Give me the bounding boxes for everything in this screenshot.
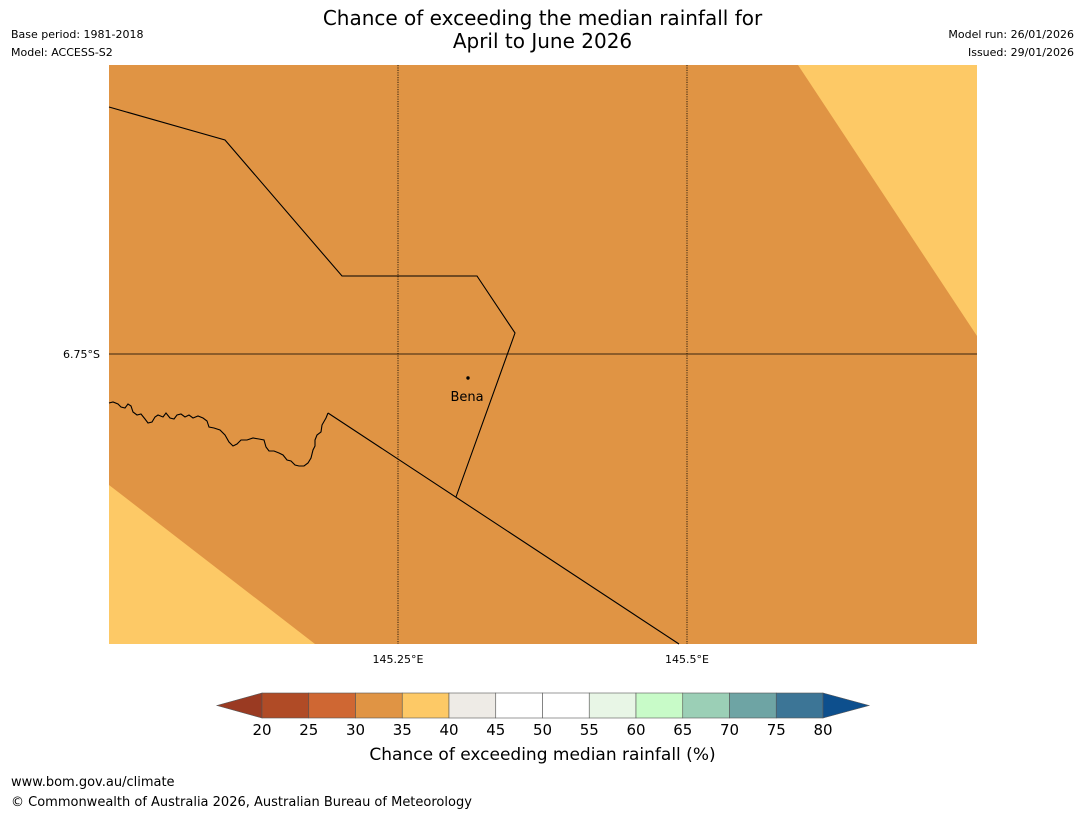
- model-text: Model: ACCESS-S2: [11, 46, 113, 59]
- colorbar-tick-40: 40: [439, 721, 458, 739]
- colorbar-tick-50: 50: [533, 721, 552, 739]
- coastline: [108, 401, 329, 467]
- colorbar-tick-75: 75: [767, 721, 786, 739]
- colorbar-tick-70: 70: [720, 721, 739, 739]
- province-border-south: [327, 412, 680, 645]
- colorbar-segment-70-75: [729, 692, 777, 719]
- colorbar-tick-25: 25: [299, 721, 318, 739]
- map-background: [109, 65, 977, 644]
- lon-label-145-25e: 145.25°E: [373, 653, 424, 666]
- meta-right: Model run: 26/01/2026 Issued: 29/01/2026: [948, 26, 1074, 62]
- place-marker: [466, 376, 470, 380]
- colorbar-segment-75-80: [775, 692, 824, 719]
- colorbar-segment-60-65: [635, 692, 684, 719]
- lat-label-6-75s: 6.75°S: [63, 348, 100, 361]
- colorbar-tick-60: 60: [626, 721, 645, 739]
- meta-left: Base period: 1981-2018 Model: ACCESS-S2: [11, 26, 143, 62]
- colorbar-segment-45-50: [495, 692, 543, 719]
- colorbar-segment-55-60: [588, 692, 637, 719]
- colorbar-segment-25-30: [308, 692, 356, 719]
- colorbar-segment-35-40: [401, 692, 450, 719]
- chart-title: Chance of exceeding the median rainfall …: [0, 7, 1085, 53]
- colorbar-title: Chance of exceeding median rainfall (%): [369, 745, 716, 765]
- colorbar-segment-30-35: [355, 692, 403, 719]
- province-border-north: [108, 106, 516, 498]
- light-region-southwest: [109, 485, 315, 644]
- title-line-2: April to June 2026: [452, 29, 633, 53]
- colorbar-segment-20-25: [261, 692, 310, 719]
- place-label: Bena: [450, 390, 483, 405]
- colorbar-tick-55: 55: [580, 721, 599, 739]
- colorbar-under-arrow: [215, 692, 263, 719]
- footer-copyright: © Commonwealth of Australia 2026, Austra…: [11, 795, 472, 810]
- colorbar-tick-45: 45: [486, 721, 505, 739]
- colorbar-tick-20: 20: [252, 721, 271, 739]
- light-region-northeast: [798, 65, 977, 336]
- base-period-text: Base period: 1981-2018: [11, 28, 144, 41]
- footer-url: www.bom.gov.au/climate: [11, 775, 175, 790]
- lon-label-145-5e: 145.5°E: [665, 653, 709, 666]
- map-panel: Bena: [108, 65, 977, 645]
- model-run-text: Model run: 26/01/2026: [948, 28, 1074, 41]
- colorbar-segment-50-55: [542, 692, 590, 719]
- issued-text: Issued: 29/01/2026: [967, 46, 1074, 59]
- colorbar-tick-30: 30: [346, 721, 365, 739]
- colorbar-segment-65-70: [682, 692, 730, 719]
- colorbar: 20 25 30 35 40 45 50 55 60 65 70 75 80: [215, 692, 871, 739]
- colorbar-tick-80: 80: [813, 721, 832, 739]
- colorbar-tick-65: 65: [673, 721, 692, 739]
- colorbar-segment-40-45: [448, 692, 497, 719]
- colorbar-tick-35: 35: [393, 721, 412, 739]
- colorbar-over-arrow: [822, 692, 871, 719]
- title-line-1: Chance of exceeding the median rainfall …: [322, 6, 763, 30]
